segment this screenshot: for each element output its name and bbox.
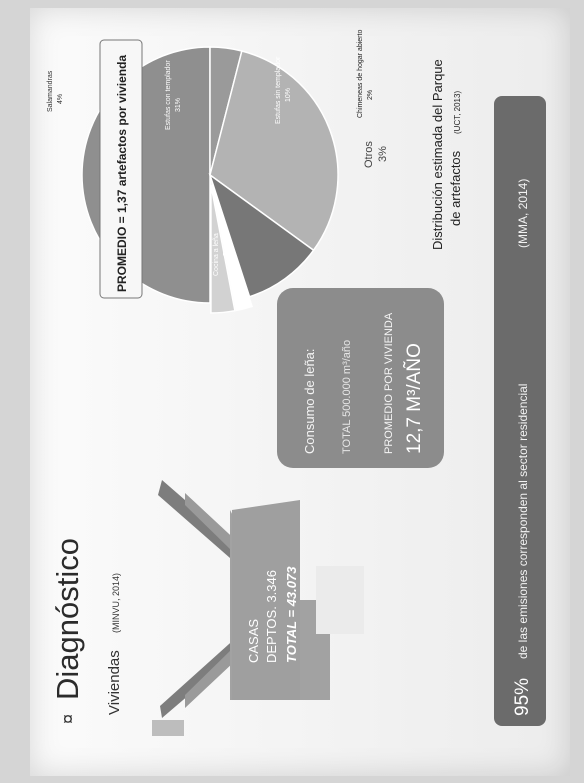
footer-percent: 95% [512,678,533,716]
viviendas-source: (MINVU, 2014) [111,573,121,633]
footer-source: (MMA, 2014) [516,179,530,248]
pie-label-chimeneas: Chimeneas de hogar abierto [357,30,364,118]
pie-label-cocina: Cocina a leña [213,233,220,276]
pie-label-estufa-sin: Estufas sin templador [275,56,282,124]
promedio-banner: PROMEDIO = 1,37 artefactos por vivienda [99,39,143,299]
viviendas-label: Viviendas [106,650,123,715]
consumo-title: Consumo de leña: [302,348,317,454]
house-deptos: DEPTOS. 3.346 [264,570,279,663]
pie-value-salamandras: 4% [57,94,64,104]
title-bullet: ¤ [58,714,78,724]
pie-slice-estufa-sin [208,173,315,298]
title-group: ¤ Diagnóstico Viviendas (MINVU, 2014) [50,538,123,724]
house-casas: CASAS [246,619,261,663]
house-chimney [152,720,184,736]
house-graphic: CASAS DEPTOS. 3.346 TOTAL = 43.073 [152,480,364,736]
pie-label-estufa-con: Estufas con templador [165,60,172,130]
chart-caption-line1: Distribución estimada del Parque [430,59,445,250]
chart-caption-line2: de artefactos [448,150,463,226]
pie-label-otros: Otros [363,141,375,168]
pie-slice-chimeneas [211,184,253,312]
house-roof-outer [158,480,300,718]
consumo-total: TOTAL 500.000 m³/año [341,340,353,454]
pie-slice-otros [210,184,236,314]
pie-value-estufa-sin: 10% [285,88,292,102]
pie-labels: Salamandras 4% Estufas con templador 31%… [47,30,389,276]
chart-caption: Distribución estimada del Parque de arte… [430,59,463,250]
pie-value-cocina: 50% [223,242,230,256]
promedio-banner-bg [99,39,143,299]
promedio-banner-text: PROMEDIO = 1,37 artefactos por vivienda [115,55,129,292]
consumo-promedio-value: 12,7 M³/AÑO [403,343,425,454]
pie-slice-estufa-con [209,50,339,252]
consumo-box: Consumo de leña: TOTAL 500.000 m³/año PR… [277,288,444,468]
pie-value-estufa-con: 31% [175,98,182,112]
house-door [316,566,364,634]
house-total: TOTAL = 43.073 [284,566,299,663]
page-title: Diagnóstico [50,538,85,700]
house-body-fill [232,500,300,700]
house-roof-inner [185,493,300,708]
footer-banner: 95% de las emisiones corresponden al sec… [494,96,546,726]
footer-text: de las emisiones corresponden al sector … [516,384,530,659]
pie-value-otros: 3% [377,146,389,162]
pie-label-salamandras: Salamandras [47,70,54,112]
footer-bar [494,96,546,726]
pie-label-salamandras-name: Salamandras [47,70,54,112]
pie-value-chimeneas: 2% [367,90,374,100]
consumo-promedio-label: PROMEDIO POR VIVIENDA [383,312,395,454]
pie-chart [81,46,339,314]
consumo-box-bg [277,288,444,468]
chart-caption-source: (UCT, 2013) [453,91,462,134]
